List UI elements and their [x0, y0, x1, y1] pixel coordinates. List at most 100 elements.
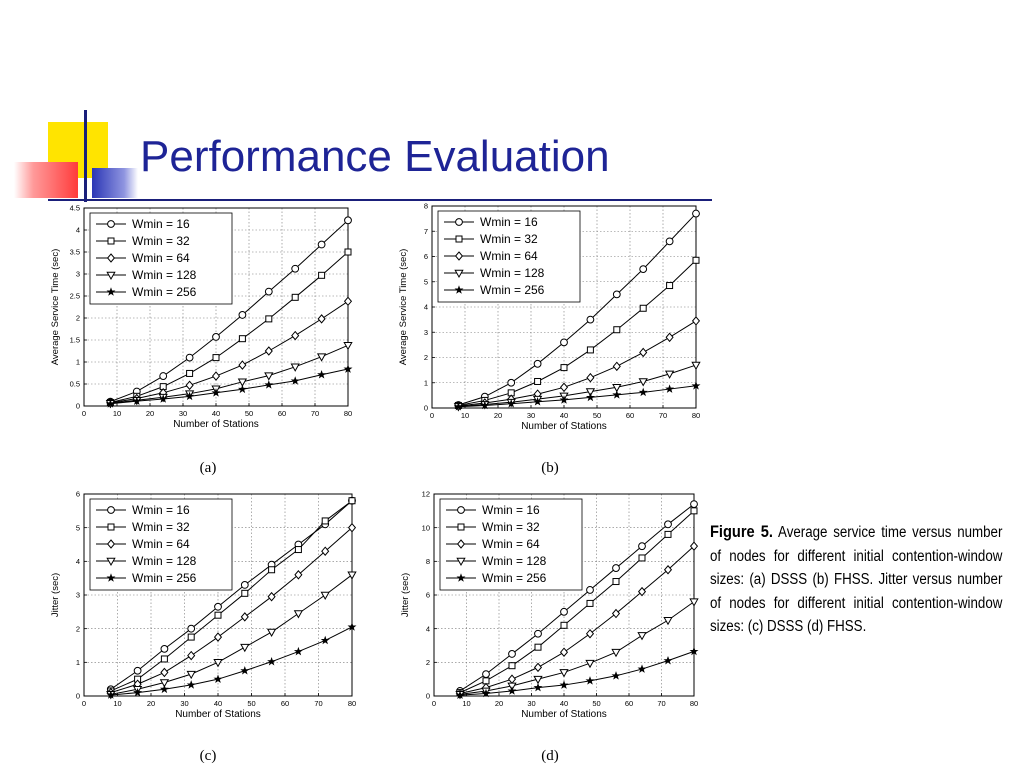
y-tick-label: 6: [424, 252, 428, 261]
data-point: [453, 402, 463, 411]
slide-title: Performance Evaluation: [140, 132, 610, 181]
data-point: [691, 361, 701, 371]
data-point: [585, 388, 596, 397]
y-tick-label: 1: [76, 658, 80, 667]
data-point: [586, 372, 595, 383]
data-point: [264, 380, 274, 389]
legend-entry: Wmin = 16: [132, 503, 190, 517]
y-tick-label: 3: [424, 328, 428, 337]
data-point: [507, 686, 517, 695]
y-tick-label: 3: [76, 270, 80, 279]
series-2: [456, 507, 698, 697]
series-line: [458, 320, 697, 407]
series-4: [106, 571, 357, 700]
subfigure-label-b: (b): [541, 460, 559, 476]
x-tick-label: 0: [82, 699, 86, 708]
x-tick-label: 10: [113, 699, 121, 708]
data-point: [585, 628, 595, 639]
data-point: [160, 667, 169, 678]
series-line: [110, 500, 353, 692]
data-point: [316, 353, 327, 362]
series-line: [110, 368, 349, 405]
data-point: [343, 364, 353, 373]
data-point: [185, 391, 195, 401]
x-tick-label: 10: [113, 409, 121, 418]
data-point: [348, 497, 356, 505]
data-point: [186, 369, 194, 377]
series-5: [453, 381, 701, 411]
legend-entry: Wmin = 32: [132, 520, 190, 534]
legend-marker: [456, 573, 466, 582]
data-point: [343, 296, 353, 307]
data-point: [690, 500, 698, 509]
y-tick-label: 6: [76, 490, 80, 499]
legend-entry: Wmin = 256: [132, 571, 197, 585]
legend: Wmin = 16 Wmin = 32 Wmin = 64 Wmin = 128 Wmi…: [89, 498, 233, 591]
y-tick-label: 0: [426, 692, 430, 701]
data-point: [665, 237, 674, 246]
data-point: [533, 675, 543, 685]
chart-panel-a: 0 10 20 30 40 50 60 70 80 0 0.5 1 1.5 2 2.5 3 3.5 4 4.5 Num…: [50, 204, 353, 430]
data-point: [611, 648, 621, 658]
data-point: [639, 304, 647, 312]
y-tick-label: 1.5: [70, 336, 80, 345]
figure-caption-body: Average service time versus number of no…: [710, 524, 1003, 635]
x-tick-label: 60: [625, 699, 633, 708]
legend: Wmin = 16 Wmin = 32 Wmin = 64 Wmin = 128 Wmi…: [437, 210, 581, 303]
data-point: [586, 599, 594, 607]
legend-marker: [454, 285, 464, 294]
legend-entry: Wmin = 128: [480, 266, 545, 280]
y-tick-label: 4: [424, 303, 428, 312]
data-point: [612, 564, 620, 572]
x-axis-label: Number of Stations: [521, 421, 607, 432]
data-point: [211, 371, 221, 381]
x-tick-label: 80: [348, 699, 356, 708]
data-point: [213, 674, 223, 683]
series-1: [454, 209, 700, 409]
legend-entry: Wmin = 128: [132, 268, 197, 282]
series-line: [459, 503, 695, 692]
data-point: [638, 542, 646, 551]
data-point: [159, 372, 168, 380]
data-point: [317, 240, 326, 249]
legend-marker: [106, 573, 116, 582]
x-tick-label: 40: [560, 699, 568, 708]
x-tick-label: 50: [593, 411, 601, 420]
data-point: [612, 578, 620, 586]
data-point: [264, 372, 274, 381]
legend-entry: Wmin = 256: [482, 571, 547, 585]
y-tick-label: 5: [76, 523, 80, 532]
x-tick-label: 50: [247, 699, 255, 708]
data-point: [637, 586, 647, 597]
data-point: [691, 381, 701, 390]
data-point: [158, 394, 168, 403]
data-point: [237, 384, 247, 394]
x-tick-label: 10: [461, 411, 469, 420]
subfigure-label-d: (d): [541, 748, 559, 764]
data-point: [611, 608, 621, 619]
data-point: [612, 290, 621, 299]
legend-marker: [457, 523, 465, 531]
data-point: [240, 666, 250, 675]
data-point: [291, 330, 300, 341]
data-point: [692, 256, 700, 264]
data-point: [267, 656, 277, 666]
legend-marker: [107, 523, 115, 531]
series-2: [454, 256, 700, 409]
data-point: [290, 363, 300, 372]
data-point: [507, 378, 516, 387]
data-point: [343, 341, 353, 351]
data-point: [160, 644, 169, 653]
data-point: [344, 248, 352, 256]
data-point: [534, 377, 542, 385]
y-tick-label: 2: [426, 658, 430, 667]
data-point: [214, 611, 222, 619]
x-tick-label: 0: [82, 409, 86, 418]
data-point: [692, 209, 700, 218]
x-axis-label: Number of Stations: [175, 709, 261, 720]
legend: Wmin = 16 Wmin = 32 Wmin = 64 Wmin = 128 Wmi…: [89, 212, 233, 305]
legend-entry: Wmin = 32: [482, 520, 540, 534]
subfigure-label-c: (c): [199, 748, 217, 764]
legend-marker: [455, 218, 463, 226]
data-point: [689, 646, 699, 656]
